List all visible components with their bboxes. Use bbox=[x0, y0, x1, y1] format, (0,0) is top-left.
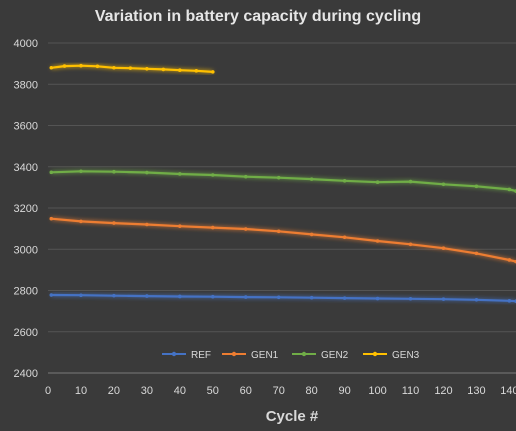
data-point-ref bbox=[507, 299, 512, 303]
x-tick-label: 100 bbox=[368, 385, 386, 397]
y-tick-label: 3000 bbox=[14, 244, 38, 256]
legend-label-gen3: GEN3 bbox=[392, 350, 420, 361]
x-tick-label: 40 bbox=[174, 385, 186, 397]
data-point-gen3 bbox=[145, 66, 149, 71]
data-point-gen2 bbox=[342, 178, 347, 183]
data-point-ref bbox=[112, 293, 116, 298]
data-point-gen1 bbox=[276, 229, 281, 234]
y-tick-label: 2400 bbox=[14, 368, 38, 380]
data-point-gen1 bbox=[342, 235, 347, 240]
data-point-gen3 bbox=[112, 65, 116, 70]
data-point-gen1 bbox=[474, 251, 479, 256]
data-point-ref bbox=[49, 293, 54, 297]
y-tick-label: 3800 bbox=[14, 79, 38, 91]
data-point-gen2 bbox=[441, 182, 446, 187]
data-point-gen3 bbox=[62, 64, 67, 68]
legend-marker-gen1 bbox=[231, 351, 237, 357]
data-point-gen2 bbox=[49, 170, 54, 175]
series-line-gen2 bbox=[51, 170, 516, 193]
data-point-ref bbox=[145, 294, 149, 298]
x-tick-label: 140 bbox=[500, 385, 516, 397]
data-point-gen1 bbox=[112, 221, 116, 225]
data-point-ref bbox=[178, 294, 182, 299]
data-point-gen3 bbox=[49, 65, 54, 70]
x-axis-title: Cycle # bbox=[266, 408, 319, 425]
y-tick-label: 2800 bbox=[14, 286, 38, 298]
data-point-gen2 bbox=[145, 170, 149, 175]
legend-marker-gen2 bbox=[301, 351, 307, 357]
data-point-ref bbox=[79, 293, 83, 298]
data-point-gen2 bbox=[408, 179, 413, 184]
data-point-gen3 bbox=[95, 64, 100, 69]
data-point-gen3 bbox=[161, 67, 166, 72]
data-point-gen3 bbox=[194, 69, 199, 73]
data-point-gen1 bbox=[507, 258, 512, 262]
data-point-gen2 bbox=[79, 169, 83, 174]
data-point-gen1 bbox=[145, 222, 149, 227]
y-tick-label: 3200 bbox=[14, 203, 38, 215]
data-point-gen1 bbox=[79, 219, 83, 224]
data-point-gen1 bbox=[408, 242, 413, 247]
data-point-ref bbox=[342, 296, 347, 300]
x-tick-label: 20 bbox=[108, 385, 120, 397]
x-tick-label: 10 bbox=[75, 385, 87, 397]
data-point-gen1 bbox=[441, 246, 446, 251]
data-point-ref bbox=[210, 294, 215, 299]
data-point-gen1 bbox=[178, 224, 182, 228]
y-tick-label: 3400 bbox=[14, 162, 38, 174]
data-point-gen2 bbox=[112, 169, 116, 174]
series-line-ref bbox=[51, 293, 516, 303]
data-point-ref bbox=[441, 297, 446, 301]
data-point-ref bbox=[375, 296, 380, 301]
x-tick-label: 80 bbox=[306, 385, 318, 397]
data-point-ref bbox=[309, 295, 314, 300]
data-point-gen1 bbox=[49, 216, 54, 221]
data-point-ref bbox=[276, 295, 281, 300]
y-tick-label: 4000 bbox=[14, 38, 38, 50]
legend-label-gen2: GEN2 bbox=[321, 350, 349, 361]
x-tick-label: 30 bbox=[141, 385, 153, 397]
data-point-gen2 bbox=[309, 177, 314, 181]
x-tick-label: 110 bbox=[402, 385, 420, 397]
x-tick-label: 60 bbox=[240, 385, 252, 397]
x-tick-label: 130 bbox=[467, 385, 485, 397]
data-point-gen1 bbox=[309, 232, 314, 237]
chart-title: Variation in battery capacity during cyc… bbox=[94, 8, 422, 25]
data-point-gen3 bbox=[178, 68, 182, 73]
data-point-gen1 bbox=[210, 225, 215, 230]
x-tick-label: 70 bbox=[273, 385, 285, 397]
legend-marker-ref bbox=[171, 351, 177, 357]
data-point-ref bbox=[408, 296, 413, 301]
data-point-gen3 bbox=[79, 63, 83, 68]
y-tick-label: 2600 bbox=[14, 327, 38, 339]
data-point-gen2 bbox=[507, 187, 512, 192]
data-point-gen2 bbox=[276, 175, 281, 180]
data-point-gen1 bbox=[375, 239, 380, 243]
data-point-gen1 bbox=[243, 227, 248, 231]
x-tick-label: 120 bbox=[434, 385, 452, 397]
data-point-gen2 bbox=[210, 173, 215, 177]
data-point-gen2 bbox=[243, 174, 248, 179]
data-point-gen2 bbox=[375, 180, 380, 185]
x-tick-label: 50 bbox=[207, 385, 219, 397]
y-tick-label: 3600 bbox=[14, 121, 38, 133]
data-point-gen3 bbox=[210, 70, 215, 74]
x-tick-label: 0 bbox=[45, 385, 51, 397]
data-point-gen2 bbox=[178, 172, 182, 176]
data-point-ref bbox=[243, 295, 248, 299]
legend-label-ref: REF bbox=[191, 350, 211, 361]
legend-label-gen1: GEN1 bbox=[251, 350, 279, 361]
legend-marker-gen3 bbox=[372, 351, 378, 357]
data-point-gen3 bbox=[128, 66, 133, 70]
series-line-gen1 bbox=[51, 217, 516, 263]
data-point-gen2 bbox=[474, 184, 479, 189]
x-tick-label: 90 bbox=[338, 385, 350, 397]
data-point-ref bbox=[474, 297, 479, 302]
